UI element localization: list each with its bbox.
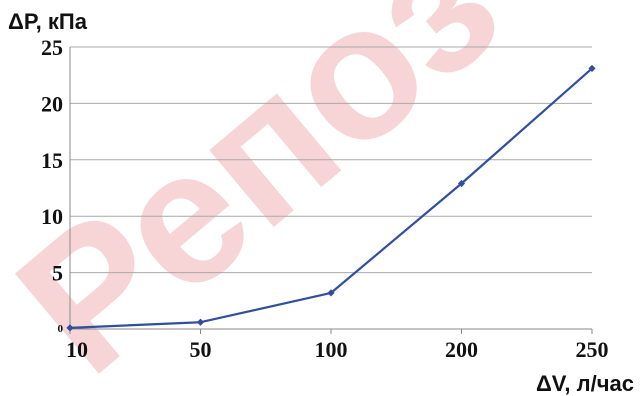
x-tick-label: 50 xyxy=(190,337,212,362)
y-axis-label: ΔP, кПа xyxy=(8,9,88,34)
data-point-marker xyxy=(327,289,335,297)
grid-lines xyxy=(70,46,592,330)
y-tick-label: 5 xyxy=(52,261,63,286)
y-tick-label: 10 xyxy=(41,204,63,229)
x-axis-label: ΔV, л/час xyxy=(536,371,634,396)
y-tick-label: 0 xyxy=(58,323,64,335)
y-tick-label: 25 xyxy=(41,35,63,60)
data-point-marker xyxy=(588,64,596,73)
series-line xyxy=(66,64,596,332)
x-tick-label: 10 xyxy=(66,337,88,362)
data-point-marker xyxy=(66,324,74,332)
data-point-marker xyxy=(196,318,205,326)
y-tick-labels: 0 5 10 15 20 25 xyxy=(41,35,64,335)
x-tick-label: 200 xyxy=(445,337,478,362)
y-tick-label: 15 xyxy=(41,148,63,173)
x-tick-label: 100 xyxy=(315,337,348,362)
data-point-marker xyxy=(457,179,466,188)
y-tick-label: 20 xyxy=(41,91,63,116)
x-tick-labels: 10 50 100 200 250 xyxy=(66,337,609,362)
x-tick-label: 250 xyxy=(576,337,609,362)
